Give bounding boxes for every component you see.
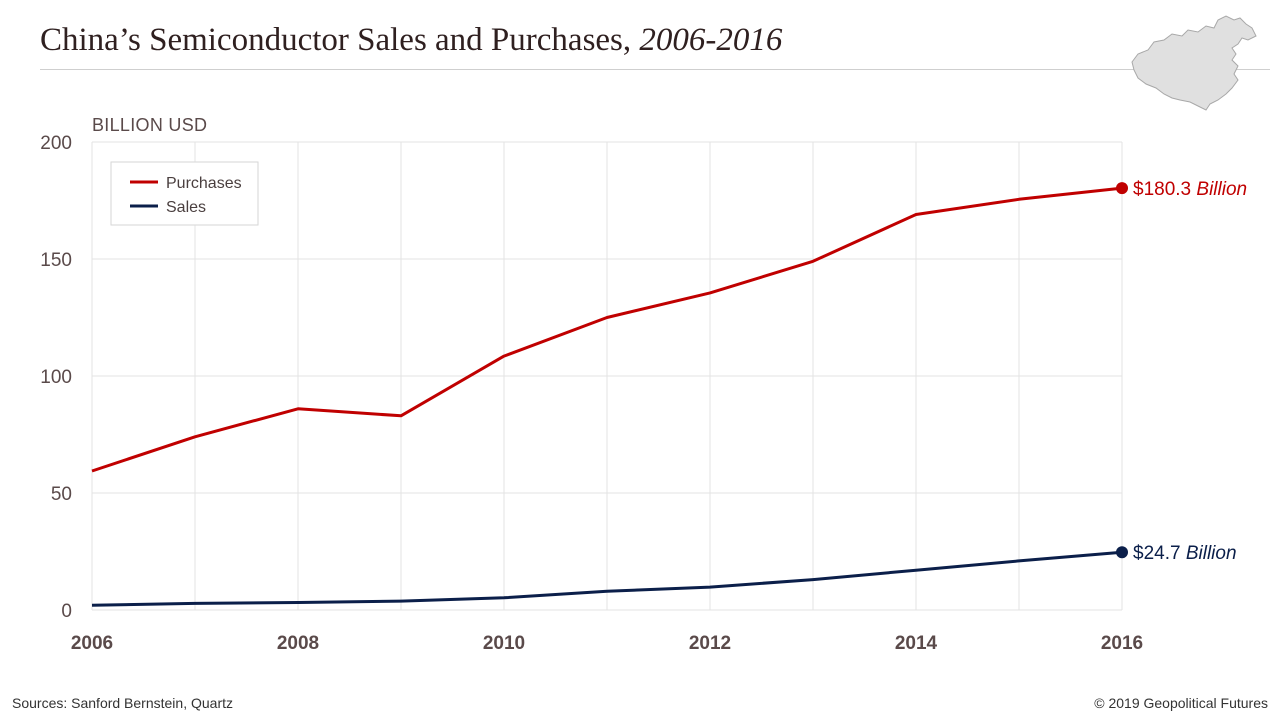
x-tick-label: 2016 xyxy=(1101,633,1143,654)
y-tick-label: 200 xyxy=(40,133,72,154)
end-label-purchases: $180.3 Billion xyxy=(1133,179,1247,200)
x-tick-label: 2010 xyxy=(483,633,525,654)
x-tick-label: 2012 xyxy=(689,633,731,654)
y-tick-label: 50 xyxy=(51,484,72,505)
series-line-sales xyxy=(91,550,1123,607)
series-line-purchases xyxy=(91,186,1123,473)
title-divider xyxy=(40,69,1270,70)
chart-title-main: China’s Semiconductor Sales and Purchase… xyxy=(40,22,640,58)
x-tick-label: 2008 xyxy=(277,633,319,654)
chart-title-years: 2006-2016 xyxy=(639,22,783,58)
end-label-sales: $24.7 Billion xyxy=(1133,543,1237,564)
copyright-text: © 2019 Geopolitical Futures xyxy=(1094,695,1268,711)
end-point-purchases xyxy=(1116,182,1128,195)
legend-label-sales: Sales xyxy=(166,199,206,216)
end-point-sales xyxy=(1116,546,1128,559)
chart-title: China’s Semiconductor Sales and Purchase… xyxy=(40,22,782,59)
x-tick-label: 2014 xyxy=(895,633,938,654)
legend-box xyxy=(110,161,259,226)
sources-text: Sources: Sanford Bernstein, Quartz xyxy=(12,695,233,711)
china-map-icon xyxy=(1131,15,1257,111)
y-tick-label: 0 xyxy=(61,601,72,622)
y-axis-unit-label: BILLION USD xyxy=(92,115,208,135)
y-tick-label: 100 xyxy=(40,367,72,388)
x-tick-label: 2006 xyxy=(71,633,113,654)
y-tick-label: 150 xyxy=(40,250,72,271)
legend-label-purchases: Purchases xyxy=(166,175,242,192)
